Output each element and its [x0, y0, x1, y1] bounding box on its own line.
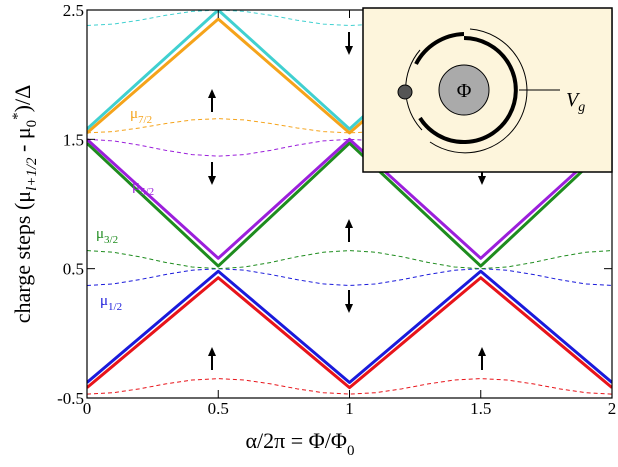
dot [397, 84, 413, 100]
y-tick-label: -0.5 [57, 389, 84, 408]
gate-label-sub: g [578, 100, 585, 115]
y-tick-label: 2.5 [63, 1, 84, 20]
solid-curve [87, 137, 612, 260]
curve-label-main: μ [130, 106, 138, 122]
x-tick-label: 0.5 [208, 399, 229, 418]
gate-label-main: V [566, 89, 581, 111]
curve-label: μ1/2 [100, 293, 122, 313]
gate-label: Vg [566, 89, 585, 115]
x-axis-label: α/2π = Φ/Φ0 [246, 428, 355, 459]
curve-label-main: μ [96, 226, 104, 242]
curve-label-sub: 5/2 [140, 186, 154, 198]
curve-label-main: μ [132, 178, 140, 194]
arrow-head [208, 347, 216, 356]
dashed-curve [87, 268, 612, 286]
x-tick-label: 1.5 [470, 399, 491, 418]
dashed-curve [87, 378, 612, 395]
y-label-part: charge steps (μ [10, 191, 35, 323]
y-label-sup: * [10, 112, 26, 120]
curve-label: μ3/2 [96, 226, 118, 246]
y-label-sub: 0 [24, 120, 40, 128]
x-tick-label: 0 [83, 399, 92, 418]
flux-label: Φ [457, 80, 472, 102]
solid-curve [87, 276, 612, 390]
arrow-head [478, 347, 486, 356]
arrow-head [208, 176, 216, 185]
flux-disk [438, 64, 490, 116]
curve-label-main: μ [100, 293, 108, 309]
dashed-curve [87, 250, 612, 270]
x-tick-label: 1 [345, 399, 354, 418]
y-tick-label: 1.5 [63, 130, 84, 149]
solid-curve [87, 141, 612, 268]
ring-thick [414, 32, 465, 65]
solid-curve [87, 269, 612, 384]
y-label-part: )/Δ [10, 85, 35, 113]
arrow-head [478, 176, 486, 185]
curve-label-sub: 3/2 [104, 234, 118, 246]
x-label-main: α/2π = Φ/Φ [246, 428, 347, 453]
y-tick-label: 0.5 [63, 260, 84, 279]
x-tick-label: 2 [608, 399, 617, 418]
curve-label-sub: 1/2 [108, 301, 122, 313]
ring-thick [418, 36, 518, 144]
curve-label: μ7/2 [130, 106, 152, 126]
curve-label: μ5/2 [132, 178, 154, 198]
x-label-sub: 0 [347, 443, 355, 459]
inset: Φ Vg [362, 7, 613, 173]
y-label-part: - μ [10, 127, 35, 157]
y-axis-label: charge steps (μl+1/2 - μ0*)/Δ [10, 85, 40, 324]
arrow-head [345, 304, 353, 313]
y-label-sub: l+1/2 [24, 157, 40, 191]
ring-thin [429, 28, 528, 154]
arrow-head [208, 89, 216, 98]
curve-label-sub: 7/2 [138, 114, 152, 126]
arrow-head [345, 219, 353, 228]
arrow-head [345, 46, 353, 55]
